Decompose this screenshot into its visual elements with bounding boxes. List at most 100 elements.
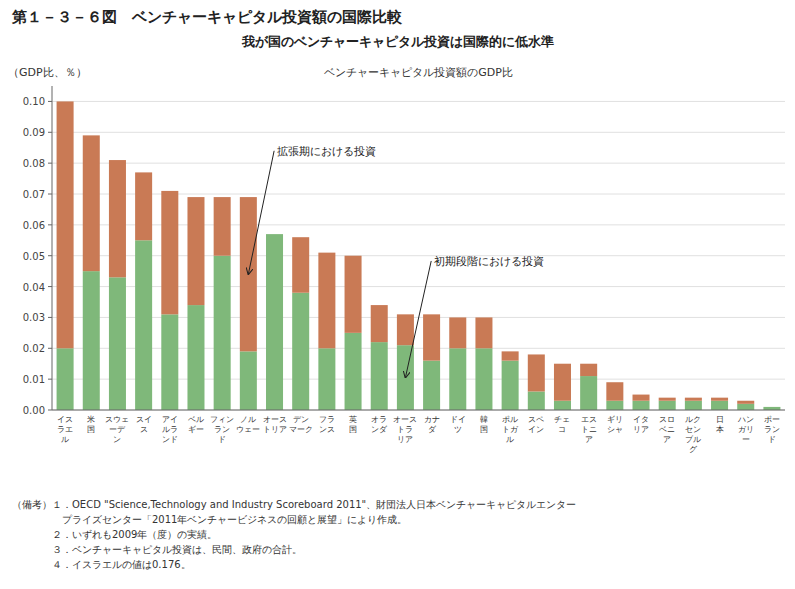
- x-tick-label-line: スペ: [528, 415, 544, 424]
- bar-segment: [606, 382, 623, 401]
- x-tick-label: デンマーク: [289, 415, 313, 434]
- x-tick-label-line: 英: [349, 415, 357, 424]
- x-tick-label-line: オース: [263, 415, 287, 424]
- x-tick-label: ベルギー: [188, 415, 204, 434]
- x-tick-label-line: ア: [585, 435, 593, 444]
- bar-segment: [214, 197, 231, 256]
- x-tick-label: スペイン: [528, 415, 544, 434]
- y-tick: [48, 101, 52, 102]
- bar-segment: [633, 401, 650, 410]
- footnote: ２．いずれも2009年（度）の実績。: [12, 529, 217, 541]
- x-tick-label-line: チェ: [554, 415, 570, 424]
- bar-segment: [554, 364, 571, 401]
- x-tick-label-line: シャ: [607, 425, 623, 434]
- y-axis: 0.000.010.020.030.040.050.060.070.080.09…: [23, 86, 52, 416]
- bar-segment: [580, 376, 597, 410]
- grid-line: [52, 132, 785, 133]
- x-tick-label-line: トニ: [581, 425, 597, 434]
- bar-segment: [57, 101, 74, 348]
- annotation: 初期段階における投資: [434, 255, 544, 268]
- bar-segment: [685, 398, 702, 401]
- x-tick-label: イタリア: [633, 415, 649, 434]
- x-tick-label-line: オラ: [371, 415, 387, 424]
- x-tick-label-line: ド: [768, 435, 776, 444]
- x-tick-label-line: ド: [218, 435, 226, 444]
- y-tick-label: 0.10: [23, 96, 45, 107]
- x-tick-label: スウェーデン: [105, 415, 129, 444]
- x-tick-label-line: ギー: [188, 425, 204, 434]
- x-axis-line: [52, 410, 785, 411]
- x-tick-label-line: ポル: [502, 415, 518, 424]
- x-tick-label-line: デン: [293, 415, 309, 424]
- x-tick-label-line: フラ: [319, 415, 335, 424]
- x-tick-label-line: ツ: [454, 425, 462, 434]
- x-tick-label: ノルウェー: [236, 415, 260, 434]
- x-tick-label-line: ダ: [428, 425, 437, 434]
- grid-line: [52, 410, 785, 411]
- x-tick-label-line: ハン: [737, 415, 754, 424]
- footnote: （備考）１．OECD "Science,Technology and Indus…: [12, 499, 576, 510]
- series: [57, 101, 755, 403]
- bar-segment: [502, 361, 519, 410]
- x-tick-label-line: ルク: [685, 415, 701, 424]
- x-tick-label-line: イス: [57, 415, 73, 424]
- x-tick-label: スロベニア: [659, 415, 675, 444]
- bar-segment: [397, 314, 414, 345]
- bar-segment: [685, 401, 702, 410]
- x-tick-label: ハンガリー: [737, 415, 754, 444]
- bar-segment: [711, 401, 728, 410]
- bar-segment: [371, 305, 388, 342]
- x-tick-label-line: ベニ: [659, 425, 675, 434]
- bar-segment: [423, 361, 440, 410]
- x-tick-label: 韓国: [480, 415, 488, 434]
- bar-segment: [475, 317, 492, 348]
- x-tick-label-line: ラエ: [57, 425, 73, 434]
- x-tick-label-line: リア: [397, 435, 413, 444]
- x-tick-label: オランダ: [371, 415, 388, 434]
- grid-line: [52, 163, 785, 164]
- x-tick-label-line: スロ: [659, 415, 675, 424]
- bar-segment: [763, 406, 780, 407]
- y-tick-label: 0.05: [23, 251, 45, 262]
- y-tick: [48, 194, 52, 195]
- x-tick-label-line: イン: [528, 425, 544, 434]
- x-tick-label: カナダ: [424, 415, 440, 434]
- x-tick-label: 日本: [716, 415, 724, 434]
- bar-segment: [266, 234, 283, 410]
- x-tick-label: イスラエル: [57, 415, 73, 444]
- y-tick-label: 0.01: [23, 374, 45, 385]
- bar-segment: [737, 401, 754, 404]
- plot-title: ベンチャーキャピタル投資額のGDP比: [324, 66, 513, 79]
- x-tick-label: フランス: [319, 415, 335, 434]
- x-tick-label-line: ア: [663, 435, 671, 444]
- y-tick-label: 0.04: [23, 282, 45, 293]
- bar-segment: [161, 191, 178, 314]
- bar-segment: [606, 401, 623, 410]
- x-tick-label-line: ノル: [240, 415, 256, 424]
- x-tick-label: エストニア: [581, 415, 597, 444]
- bar-segment: [109, 277, 126, 410]
- x-tick-label: オーストリア: [263, 415, 287, 434]
- x-tick-label-line: ンダ: [371, 425, 388, 434]
- bar-segment: [554, 401, 571, 410]
- bar-segment: [711, 398, 728, 401]
- bar-segment: [187, 197, 204, 305]
- x-tick-label-line: カナ: [424, 415, 440, 424]
- title: 第１－３－６図 ベンチャーキャピタル投資額の国際比較: [11, 8, 403, 26]
- bar-segment: [57, 348, 74, 410]
- x-tick-label-line: コ: [558, 425, 566, 434]
- x-tick-label-line: ンス: [319, 425, 335, 434]
- x-tick-label-line: 国: [87, 425, 95, 434]
- x-tick-label-line: ル: [506, 435, 514, 444]
- bar-segment: [449, 348, 466, 410]
- bar-segment: [292, 293, 309, 410]
- grid: [52, 101, 785, 410]
- bar-segment: [83, 135, 100, 271]
- x-tick-label-line: ギリ: [607, 415, 623, 424]
- y-tick: [48, 132, 52, 133]
- x-tick-label-line: ベル: [188, 415, 204, 424]
- x-tick-label-line: ルラ: [162, 425, 178, 434]
- bars: [57, 101, 781, 410]
- bar-segment: [318, 253, 335, 349]
- y-tick-label: 0.02: [23, 343, 45, 354]
